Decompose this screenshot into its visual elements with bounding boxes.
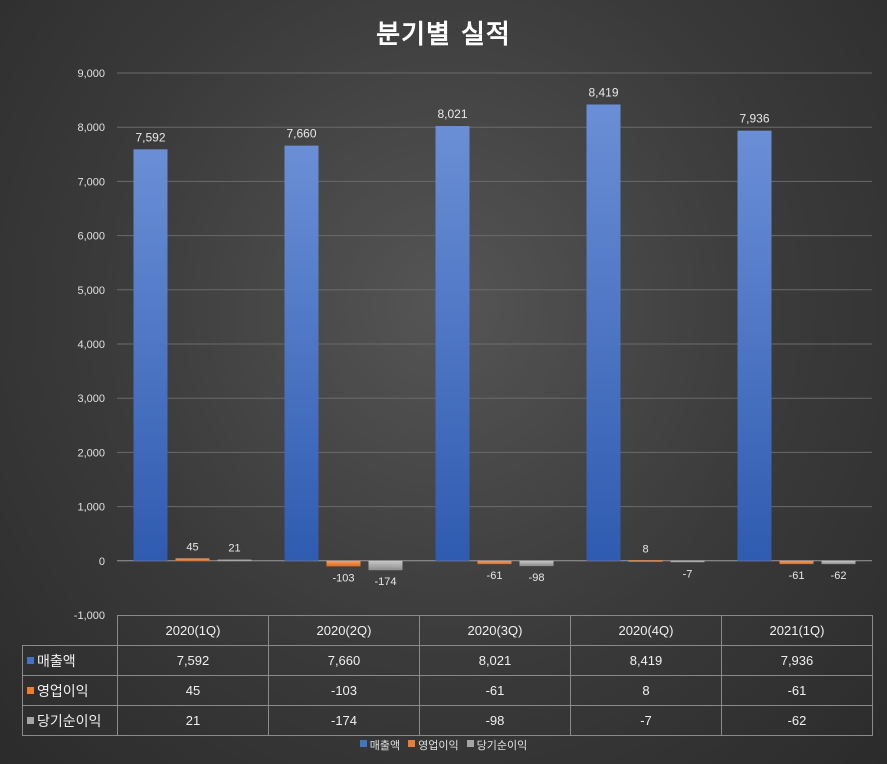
table-header-row: 2020(1Q) 2020(2Q) 2020(3Q) 2020(4Q) 2021(1Q) [22, 615, 873, 646]
bars [133, 104, 856, 571]
table-column-header: 2021(1Q) [721, 615, 873, 646]
legend-item: 매출액 [359, 737, 401, 753]
data-table: 2020(1Q) 2020(2Q) 2020(3Q) 2020(4Q) 2021(1Q)… [22, 615, 873, 736]
bar-영업이익-2021(1Q) [779, 560, 814, 565]
table-row-header: 당기순이익 [22, 705, 118, 736]
bar-당기순이익-2020(4Q) [670, 560, 705, 563]
y-tick-label: 0 [99, 556, 105, 568]
bar-매출액-2021(1Q) [737, 130, 772, 561]
table-cell: -7 [570, 705, 722, 736]
table-row: 당기순이익 21 -174 -98 -7 -62 [22, 705, 873, 736]
series-swatch [27, 656, 34, 664]
bar-당기순이익-2020(1Q) [217, 559, 252, 562]
data-label: 8,419 [588, 85, 618, 99]
series-name: 당기순이익 [37, 712, 102, 729]
table-row-header: 영업이익 [22, 675, 118, 706]
bar-영업이익-2020(3Q) [477, 560, 512, 565]
y-tick-label: 2,000 [77, 447, 105, 459]
y-tick-label: 3,000 [77, 393, 105, 405]
table-row: 매출액 7,592 7,660 8,021 8,419 7,936 [22, 645, 873, 676]
bar-영업이익-2020(1Q) [175, 558, 210, 561]
data-label: 45 [186, 541, 198, 553]
bar-매출액-2020(1Q) [133, 149, 168, 561]
legend-label: 매출액 [369, 740, 401, 752]
data-label: -61 [789, 570, 805, 582]
table-cell: 8,419 [570, 645, 722, 676]
legend-item: 당기순이익 [466, 737, 528, 753]
table-column-header: 2020(2Q) [268, 615, 420, 646]
table-column-header: 2020(4Q) [570, 615, 722, 646]
table-row-header: 매출액 [22, 645, 118, 676]
data-label: 7,660 [286, 127, 316, 141]
y-tick-label: 7,000 [77, 176, 105, 188]
bar-당기순이익-2020(3Q) [519, 560, 554, 567]
data-label: 7,936 [739, 112, 769, 126]
series-name: 영업이익 [37, 682, 89, 699]
data-label: -174 [374, 576, 396, 588]
legend-item: 영업이익 [408, 737, 459, 753]
bar-당기순이익-2020(2Q) [368, 560, 403, 571]
legend-swatch [359, 740, 367, 747]
table-cell: 7,936 [721, 645, 873, 676]
y-tick-label: 4,000 [77, 339, 105, 351]
y-tick-label: 9,000 [77, 68, 105, 80]
bar-매출액-2020(4Q) [586, 104, 621, 561]
table-cell: -174 [268, 705, 420, 736]
legend-label: 당기순이익 [476, 740, 528, 752]
bar-매출액-2020(2Q) [284, 145, 319, 561]
series-name: 매출액 [37, 652, 76, 669]
data-label: 7,592 [135, 130, 165, 144]
legend: 매출액 영업이익 당기순이익 [0, 737, 887, 753]
table-cell: -103 [268, 675, 420, 706]
table-cell: -98 [419, 705, 571, 736]
data-label: -103 [332, 572, 354, 584]
table-cell: -61 [721, 675, 873, 706]
series-swatch [27, 686, 34, 694]
series-swatch [27, 716, 34, 724]
bar-매출액-2020(3Q) [435, 126, 470, 561]
table-cell: 21 [117, 705, 269, 736]
table-cell: 7,660 [268, 645, 420, 676]
data-label: 8,021 [437, 107, 467, 121]
table-row: 영업이익 45 -103 -61 8 -61 [22, 675, 873, 706]
y-tick-label: 8,000 [77, 122, 105, 134]
table-corner [22, 615, 118, 646]
bar-당기순이익-2021(1Q) [821, 560, 856, 565]
data-label: -98 [529, 572, 545, 584]
data-label: -7 [683, 568, 693, 580]
data-label: 8 [642, 543, 648, 555]
y-tick-label: 5,000 [77, 285, 105, 297]
legend-label: 영업이익 [418, 740, 459, 752]
y-tick-label: 6,000 [77, 231, 105, 243]
bar-영업이익-2020(4Q) [628, 560, 663, 562]
table-column-header: 2020(3Q) [419, 615, 571, 646]
legend-swatch [408, 740, 416, 747]
table-cell: -62 [721, 705, 873, 736]
data-label: -61 [487, 570, 503, 582]
y-axis: -1,00001,0002,0003,0004,0005,0006,0007,0… [74, 68, 105, 622]
data-labels: 7,592 7,660 8,021 8,419 7,936 45 -103 -61 8 -61 21… [135, 85, 846, 588]
table-cell: 8,021 [419, 645, 571, 676]
table-cell: -61 [419, 675, 571, 706]
chart-title: 분기별 실적 [376, 20, 511, 50]
data-label: 21 [228, 543, 240, 555]
data-label: -62 [831, 570, 847, 582]
legend-swatch [466, 740, 474, 747]
table-cell: 45 [117, 675, 269, 706]
bar-영업이익-2020(2Q) [326, 560, 361, 567]
table-cell: 8 [570, 675, 722, 706]
table-column-header: 2020(1Q) [117, 615, 269, 646]
table-cell: 7,592 [117, 645, 269, 676]
y-tick-label: 1,000 [77, 502, 105, 514]
